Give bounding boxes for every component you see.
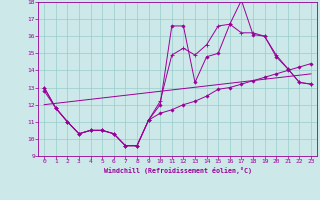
X-axis label: Windchill (Refroidissement éolien,°C): Windchill (Refroidissement éolien,°C) — [104, 167, 252, 174]
